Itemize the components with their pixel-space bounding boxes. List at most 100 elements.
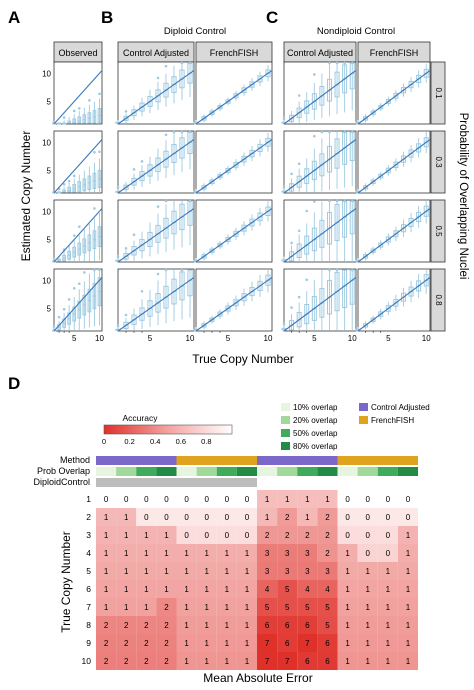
heatmap-cell: [216, 616, 237, 634]
heatmap-cell-label: 1: [124, 567, 129, 576]
heatmap-cell-label: 0: [144, 513, 149, 522]
heatmap-cell: [297, 508, 318, 526]
heatmap-cell: [156, 652, 177, 670]
heatmap-cell: [377, 652, 398, 670]
heatmap-cell: [297, 616, 318, 634]
reference-line: [53, 70, 103, 125]
overlap-annotation-cell: [337, 467, 358, 476]
heatmap-cell-label: 6: [265, 621, 270, 630]
row-strip-0: 0.1: [430, 61, 446, 125]
heatmap-cell: [397, 526, 418, 544]
heatmap-cell-label: 1: [365, 657, 370, 666]
heatmap-cell-label: 1: [365, 603, 370, 612]
legend-label-overlap10: 10% overlap: [293, 403, 338, 412]
heatmap-cell: [377, 562, 398, 580]
facet-panel-4-1: [355, 130, 431, 194]
heatmap-cell-label: 1: [325, 495, 330, 504]
heatmap-cell: [397, 562, 418, 580]
heatmap-cell-label: 1: [285, 495, 290, 504]
box-outlier: [164, 133, 168, 137]
heatmap-cell-label: 0: [204, 513, 209, 522]
box-outlier: [180, 61, 184, 65]
heatmap-cell-label: 0: [345, 531, 350, 540]
heatmap-cell: [136, 652, 157, 670]
heatmap-cell-label: 1: [204, 603, 209, 612]
heatmap-cell: [257, 508, 278, 526]
heatmap-cell-label: 0: [386, 531, 391, 540]
heatmap-cell: [136, 562, 157, 580]
box-outlier: [72, 234, 76, 237]
diploid-annotation-cell: [176, 478, 257, 487]
heatmap-cell: [236, 508, 257, 526]
heatmap-cell-label: 7: [305, 639, 310, 648]
heatmap-cell-label: 2: [285, 513, 290, 522]
reference-line: [283, 277, 357, 332]
heatmap-cell: [317, 526, 338, 544]
heatmap-cell: [377, 490, 398, 508]
facet-header-control-adjusted-nondiploid: Control Adjusted: [283, 41, 357, 63]
accuracy-legend-bar: [103, 424, 233, 435]
heatmap-cell: [257, 598, 278, 616]
heatmap-cell-label: 1: [365, 621, 370, 630]
box-outlier: [72, 287, 76, 290]
heatmap-cell-label: 2: [325, 513, 330, 522]
box-outlier: [320, 130, 324, 134]
heatmap-cell: [196, 634, 217, 652]
heatmap-cell: [196, 526, 217, 544]
heatmap-cell-label: 1: [104, 567, 109, 576]
heatmap-cell: [337, 598, 358, 616]
x-axis-title: True Copy Number: [192, 352, 294, 366]
box-outlier: [188, 130, 192, 134]
box-outlier: [328, 268, 331, 272]
heatmap-cell-label: 2: [144, 621, 149, 630]
heatmap-cell-label: 1: [144, 531, 149, 540]
box-outlier: [116, 324, 120, 327]
heatmap-cell: [196, 562, 217, 580]
heatmap-cell-label: 0: [124, 495, 129, 504]
box-outlier: [188, 61, 192, 65]
box-body: [67, 186, 71, 193]
heatmap-cell-label: 2: [325, 531, 330, 540]
box-body: [82, 114, 87, 124]
overlap-annotation-cell: [196, 467, 217, 476]
heatmap-cell: [397, 490, 418, 508]
heatmap-cell-label: 1: [345, 549, 350, 558]
heatmap-cell-label: 0: [164, 513, 169, 522]
heatmap-cell: [377, 508, 398, 526]
heatmap-cell: [196, 616, 217, 634]
heatmap-cell-label: 5: [285, 585, 290, 594]
box-outlier: [282, 116, 286, 120]
heatmap-cell-label: 1: [386, 621, 391, 630]
heatmap-cell: [377, 598, 398, 616]
panel-letter-c: C: [266, 8, 278, 27]
accuracy-tick-label: 0.6: [176, 437, 186, 446]
heatmap-cell-label: 6: [285, 621, 290, 630]
box-outlier: [93, 150, 96, 154]
heatmap-cell-label: 0: [365, 495, 370, 504]
box-outlier: [297, 94, 301, 97]
box-outlier: [156, 272, 160, 276]
facet-panel-4-2: [355, 199, 431, 263]
heatmap-cell: [377, 634, 398, 652]
heatmap-cell-label: 1: [225, 603, 230, 612]
x-tick-label: 10: [422, 334, 431, 343]
box-outlier: [172, 130, 176, 134]
heatmap-cell-label: 1: [225, 549, 230, 558]
heatmap-cell: [96, 634, 117, 652]
heatmap-cell: [96, 490, 117, 508]
facet-grid: 5 10 5 10 5 10 5 10 5 10 5 10 5 10 5 10 5 10: [42, 61, 431, 343]
box-body: [87, 112, 92, 124]
heatmap-cell-label: 1: [225, 567, 230, 576]
heatmap-cell: [216, 634, 237, 652]
heatmap-row-label: 7: [86, 602, 91, 612]
reference-line: [195, 208, 273, 263]
heatmap-cell-label: 1: [124, 513, 129, 522]
heatmap-cell: [196, 490, 217, 508]
heatmap-cell-label: 2: [305, 531, 310, 540]
category-legend: 10% overlap 20% overlap 50% overlap 80% …: [281, 403, 430, 451]
box-outlier: [282, 322, 286, 326]
heatmap-cell-label: 1: [225, 585, 230, 594]
heatmap-cell-label: 2: [325, 549, 330, 558]
heatmap-cell-label: 1: [225, 621, 230, 630]
reference-line: [195, 139, 273, 194]
